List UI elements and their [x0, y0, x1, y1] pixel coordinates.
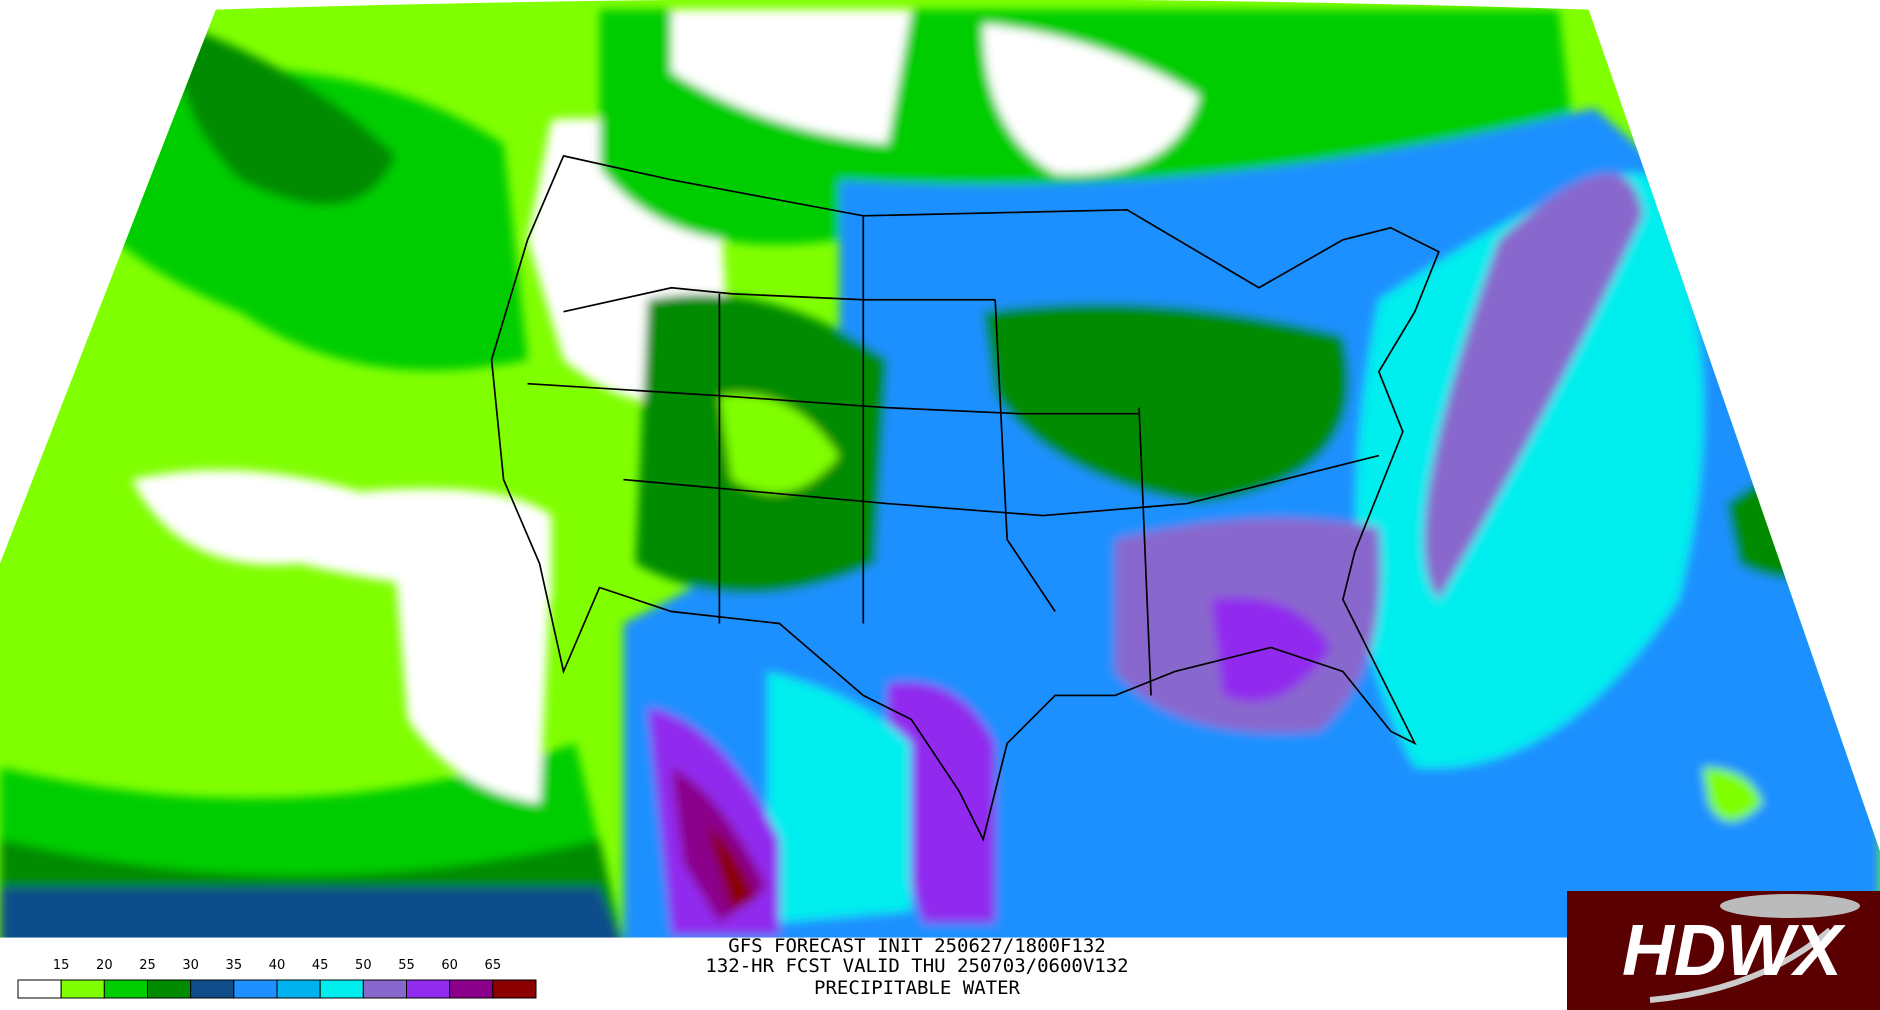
legend-label: 35: [226, 958, 243, 973]
legend-swatch: [319, 979, 364, 999]
legend-swatch: [17, 979, 62, 999]
color-legend: 15 20 25 30 35 40 45 50 55 60 65: [17, 958, 537, 999]
legend-label: 50: [355, 958, 372, 973]
legend-label: 45: [312, 958, 329, 973]
legend-swatch: [233, 979, 278, 999]
logo: HDWX: [1567, 891, 1880, 1010]
legend-label: 30: [182, 958, 199, 973]
legend-swatch: [147, 979, 192, 999]
map: [0, 0, 1880, 938]
caption-line: PRECIPITABLE WATER: [814, 977, 1020, 999]
legend-label: 15: [53, 958, 70, 973]
legend-swatch: [276, 979, 321, 999]
legend-label: 60: [441, 958, 458, 973]
legend-label: 25: [139, 958, 156, 973]
logo-swirl: [1720, 894, 1860, 918]
legend-label: 40: [269, 958, 286, 973]
legend-label: 55: [398, 958, 415, 973]
field: [0, 0, 1880, 938]
borders: [490, 154, 1440, 842]
legend-swatch: [60, 979, 105, 999]
legend-label: 65: [485, 958, 502, 973]
legend-swatch: [449, 979, 494, 999]
legend-swatch: [190, 979, 235, 999]
legend-swatch: [406, 979, 451, 999]
legend-swatch: [492, 979, 537, 999]
caption-line: 132-HR FCST VALID THU 250703/0600V132: [705, 955, 1128, 977]
legend-swatch: [362, 979, 408, 999]
caption-line: GFS FORECAST INIT 250627/1800F132: [728, 935, 1106, 957]
logo-text: HDWX: [1622, 911, 1846, 991]
legend-label: 20: [96, 958, 113, 973]
legend-swatch: [103, 979, 149, 999]
logo-swirl: [1649, 927, 1832, 1003]
